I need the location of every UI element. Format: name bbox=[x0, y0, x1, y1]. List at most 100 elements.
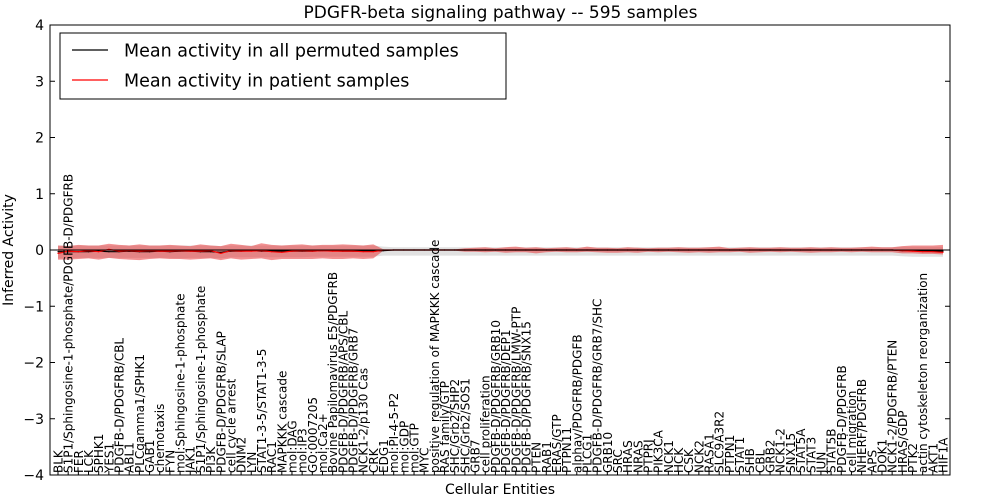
x-tick-label: DOK1 bbox=[876, 439, 890, 473]
x-tick-label: PTPRJ bbox=[642, 439, 656, 473]
x-tick-label: PDGFB-D/PDGFRB bbox=[835, 365, 849, 473]
x-tick-label: S1P1/Sphingosine-1-phosphate/PDGFB-D/PDG… bbox=[62, 174, 76, 473]
x-tick-label: CBL bbox=[753, 449, 767, 473]
y-tick-label: −4 bbox=[23, 468, 44, 484]
x-tick-label: SLC9A3R2 bbox=[713, 411, 727, 473]
x-tick-label: RAB1 bbox=[540, 441, 554, 473]
x-tick-label: STAT5A bbox=[794, 428, 808, 473]
y-tick-label: 4 bbox=[35, 18, 44, 34]
x-tick-label: PTK2 bbox=[906, 443, 920, 473]
x-tick-label: mol:GDP bbox=[397, 421, 411, 473]
x-tick-label: MAPKKK cascade bbox=[275, 371, 289, 473]
legend-label-permuted: Mean activity in all permuted samples bbox=[124, 42, 459, 62]
x-tick-label: SHC/Grb2/SHP2 bbox=[448, 379, 462, 473]
x-tick-label: mol:GTP bbox=[408, 423, 422, 473]
x-tick-label: STAT1 bbox=[733, 437, 747, 473]
x-axis-ticks: BLKS1P1/Sphingosine-1-phosphate/PDGFB-D/… bbox=[52, 174, 951, 475]
x-tick-label: PLCG1 bbox=[581, 434, 595, 473]
x-tick-label: mol:DAG bbox=[286, 420, 300, 473]
x-tick-label: PTPN1 bbox=[723, 435, 737, 473]
legend: Mean activity in all permuted samples Me… bbox=[59, 32, 507, 100]
y-tick-label: −1 bbox=[23, 299, 44, 315]
x-tick-label: RAS family/GTP bbox=[438, 381, 452, 473]
x-tick-label: PDGFB-D/PDGFRB/DEP1 bbox=[499, 329, 513, 473]
x-tick-label: alphav/PDGFRB/PDGFB bbox=[570, 334, 584, 473]
x-tick-label: JUN bbox=[814, 452, 828, 474]
x-tick-label: CRK bbox=[367, 447, 381, 473]
x-tick-label: HRAS/GDP bbox=[896, 410, 910, 473]
x-tick-label: GRB2 bbox=[764, 439, 778, 473]
y-axis-label: Inferred Activity bbox=[1, 194, 17, 306]
x-tick-label: SPHK1 bbox=[92, 434, 106, 473]
x-tick-label: GAB1 bbox=[143, 440, 157, 473]
y-tick-label: −2 bbox=[23, 356, 44, 372]
y-axis-ticks: −4 −3 −2 −1 0 1 2 3 4 bbox=[23, 18, 950, 484]
x-tick-label: HIF1A bbox=[937, 437, 951, 473]
x-tick-label: PLCgamma1/SPHK1 bbox=[133, 354, 147, 473]
chart-title: PDGFR-beta signaling pathway -- 595 samp… bbox=[304, 3, 698, 23]
x-tick-label: chemotaxis bbox=[153, 404, 167, 473]
x-tick-label: PDGFB-D/PDGFRB/SNX15 bbox=[519, 321, 533, 473]
x-tick-label: STAT3 bbox=[804, 437, 818, 473]
x-tick-label: MYC bbox=[418, 448, 432, 473]
x-tick-label: cell cycle arrest bbox=[224, 378, 238, 473]
x-tick-label: NCK1-2/PDGFRB/PTEN bbox=[886, 340, 900, 473]
x-tick-label: STAT5B bbox=[825, 429, 839, 474]
x-tick-label: actin cytoskeleton reorganization bbox=[916, 273, 930, 473]
x-tick-label: GRB7 bbox=[469, 439, 483, 473]
x-tick-label: PTEN bbox=[530, 442, 544, 473]
x-tick-label: STAT1-3-5/STAT1-3-5 bbox=[255, 349, 269, 473]
y-tick-label: 0 bbox=[35, 243, 44, 259]
x-tick-label: GRB10 bbox=[601, 432, 615, 473]
x-tick-label: SRC bbox=[611, 449, 625, 473]
x-tick-label: S1P1/Sphingosine-1-phosphate bbox=[194, 286, 208, 473]
x-tick-label: SHB bbox=[743, 448, 757, 473]
x-tick-label: HCK bbox=[672, 447, 686, 473]
x-tick-label: mol:PI-4-5-P2 bbox=[387, 393, 401, 473]
x-tick-label: YES1 bbox=[102, 443, 116, 474]
x-tick-label: NHERF/PDGFRB bbox=[855, 379, 869, 473]
x-tick-label: APS bbox=[865, 450, 879, 473]
x-tick-label: RASA1 bbox=[703, 433, 717, 473]
confidence-bands bbox=[58, 243, 943, 261]
x-tick-label: PDGFB-D/PDGFRB/GRB10 bbox=[489, 320, 503, 473]
y-tick-label: 2 bbox=[35, 131, 44, 147]
x-tick-label: PDGFB-D/PDGFRB/GRB7/SHC bbox=[591, 299, 605, 473]
x-tick-label: mol:Ca2+ bbox=[316, 413, 330, 473]
x-tick-label: PDGFB-D/PDGFRB/GRB7 bbox=[347, 328, 361, 473]
x-tick-label: PDGFB-D/PDGFRB/LMW-PTP bbox=[509, 307, 523, 473]
y-tick-label: 1 bbox=[35, 187, 44, 203]
x-tick-label: PTPN11 bbox=[560, 427, 574, 473]
legend-box bbox=[59, 32, 507, 100]
x-tick-label: NCK1-2/p130 Cas bbox=[357, 368, 371, 473]
y-tick-label: 3 bbox=[35, 74, 44, 90]
x-tick-label: ABL1 bbox=[123, 442, 137, 473]
x-tick-label: BLK bbox=[52, 449, 66, 473]
x-tick-label: GO:0007205 bbox=[306, 397, 320, 473]
x-tick-label: LCK bbox=[82, 449, 96, 473]
y-tick-label: −3 bbox=[23, 412, 44, 428]
x-tick-label: DNM2 bbox=[235, 437, 249, 473]
x-tick-label: SHC/Grb2/SOS1 bbox=[458, 378, 472, 473]
x-tick-label: FER bbox=[72, 450, 86, 473]
x-tick-label: PDGFB-D/PDGFRB/CBL bbox=[113, 338, 127, 473]
x-tick-label: ERAS/GTP bbox=[550, 414, 564, 473]
x-tick-label: PI3K bbox=[204, 446, 218, 473]
x-tick-label: AKT1 bbox=[926, 443, 940, 473]
x-tick-label: JAK1 bbox=[184, 446, 198, 474]
x-tick-label: LYN bbox=[245, 452, 259, 473]
x-tick-label: NCK1-2 bbox=[774, 428, 788, 473]
band-patient-samples bbox=[58, 243, 943, 261]
x-tick-label: PDGFB-D/PDGFRB/APS/CBL bbox=[336, 310, 350, 473]
x-tick-label: NCK1 bbox=[662, 440, 676, 473]
x-tick-label: CSK bbox=[682, 448, 696, 473]
x-tick-label: PIK3CA bbox=[652, 429, 666, 473]
x-tick-label: positive regulation of MAPKKK cascade bbox=[428, 240, 442, 473]
x-tick-label: NRAS bbox=[631, 440, 645, 473]
legend-label-patient: Mean activity in patient samples bbox=[124, 72, 409, 92]
x-tick-label: cell proliferation bbox=[479, 375, 493, 473]
x-tick-label: EDG1 bbox=[377, 439, 391, 473]
x-tick-label: FYN bbox=[163, 450, 177, 473]
x-tick-label: RAC1 bbox=[265, 441, 279, 473]
